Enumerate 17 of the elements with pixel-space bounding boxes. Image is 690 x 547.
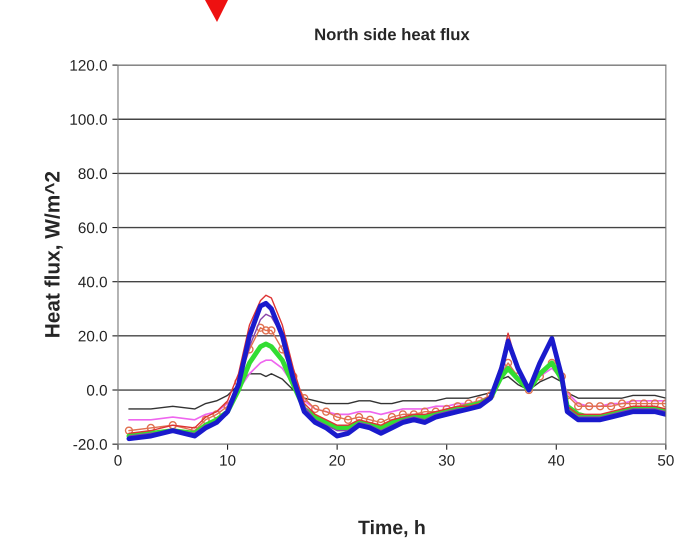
y-tick-label: -20.0 (73, 439, 107, 450)
x-tick-label: 40 (548, 454, 564, 466)
x-tick-label: 10 (220, 454, 236, 466)
x-tick-label: 30 (438, 454, 455, 466)
y-tick-label: 120.0 (70, 60, 107, 71)
x-tick-label: 0 (114, 454, 122, 466)
y-tick-label: 100.0 (70, 114, 107, 125)
x-axis-title: Time, h (358, 520, 425, 538)
y-axis-title: Heat flux, W/m^2 (44, 172, 63, 337)
y-tick-label: 60.0 (78, 222, 107, 234)
x-tick-label: 20 (329, 454, 346, 466)
y-tick-label: 40.0 (78, 276, 107, 288)
x-tick-label: 50 (658, 454, 674, 466)
chart-title: North side heat flux (315, 28, 470, 40)
y-tick-label: 20.0 (78, 330, 107, 342)
y-tick-label: 80.0 (78, 168, 107, 180)
y-tick-label: 0.0 (86, 384, 107, 396)
